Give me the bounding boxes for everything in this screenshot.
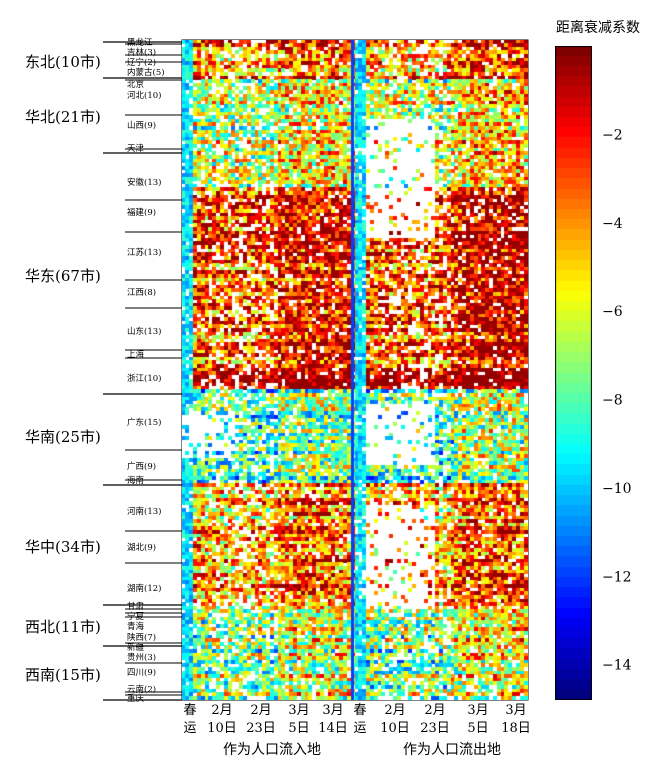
province-label: 湖南(12) — [127, 583, 161, 594]
province-separators — [125, 43, 182, 696]
province-label: 贵州(3) — [127, 652, 156, 663]
colorbar — [555, 46, 592, 700]
x-tick-label: 5日 — [288, 721, 309, 736]
region-label-dongbei: 东北(10市) — [25, 53, 101, 71]
region-label-huazhong: 华中(34市) — [25, 538, 101, 556]
x-tick-label: 3月 — [322, 703, 343, 718]
province-label: 山东(13) — [127, 326, 161, 337]
heatmap-cells — [182, 40, 528, 700]
region-label-huanan: 华南(25市) — [25, 428, 101, 446]
x-tick-label: 3月 — [467, 703, 488, 718]
region-separators — [103, 41, 182, 701]
x-panel-label-inflow: 作为人口流入地 — [223, 742, 321, 758]
province-label: 陕西(7) — [127, 632, 156, 643]
x-tick-label: 23日 — [420, 721, 450, 736]
province-label: 上海 — [127, 349, 145, 360]
x-tick-label: 2月 — [211, 703, 232, 718]
province-label: 山西(9) — [127, 120, 156, 131]
x-tick-label: 春 — [353, 703, 366, 718]
x-tick-label: 2月 — [384, 703, 405, 718]
province-label: 辽宁(2) — [127, 57, 156, 68]
x-tick-label: 10日 — [380, 721, 410, 736]
province-label: 天津 — [127, 143, 145, 154]
province-label: 湖北(9) — [127, 542, 156, 553]
x-tick-label: 2月 — [250, 703, 271, 718]
colorbar-tick-label: −12 — [602, 569, 632, 585]
province-label: 浙江(10) — [127, 373, 161, 384]
province-label: 四川(9) — [127, 667, 156, 678]
province-label: 甘肃 — [127, 601, 145, 612]
colorbar-tick-label: −8 — [602, 393, 623, 409]
colorbar-tick-label: −4 — [602, 216, 623, 232]
colorbar-tick-label: −2 — [602, 127, 623, 143]
colorbar-title: 距离衰减系数 — [556, 19, 640, 36]
province-label: 内蒙古(5) — [127, 67, 165, 78]
x-tick-labels: 春 运 2月 10日 2月 23日 3月 5日 3月 14日 春 运 2月 10… — [183, 703, 530, 736]
x-tick-label: 3月 — [288, 703, 309, 718]
province-label: 海南 — [127, 475, 144, 486]
x-tick-label: 2月 — [424, 703, 445, 718]
colorbar-ticks: −2 −4 −6 −8 −10 −12 −14 — [555, 127, 632, 674]
x-tick-label: 5日 — [467, 721, 488, 736]
province-label: 江西(8) — [127, 287, 156, 298]
province-label: 重庆 — [127, 693, 145, 704]
province-label: 广西(9) — [127, 461, 156, 472]
colorbar-tick-label: −6 — [602, 304, 623, 320]
province-label: 河北(10) — [127, 90, 161, 101]
province-label: 广东(15) — [127, 417, 161, 428]
colorbar-tick-label: −14 — [602, 658, 632, 674]
region-label-huadong: 华东(67市) — [25, 267, 101, 285]
x-tick-label: 运 — [353, 721, 366, 736]
x-tick-label: 春 — [183, 703, 196, 718]
region-label-xibei: 西北(11市) — [25, 618, 101, 636]
province-label: 云南(2) — [127, 684, 156, 695]
province-label: 青海 — [127, 621, 145, 632]
province-label: 黑龙江 — [127, 37, 153, 48]
region-label-huabei: 华北(21市) — [25, 108, 101, 126]
colorbar-tick-label: −10 — [602, 481, 632, 497]
x-tick-label: 23日 — [246, 721, 276, 736]
province-label: 新疆 — [127, 642, 145, 653]
x-tick-label: 10日 — [207, 721, 237, 736]
province-label: 江苏(13) — [127, 247, 161, 258]
province-label: 福建(9) — [127, 207, 156, 218]
province-label: 吉林(3) — [127, 47, 156, 58]
province-label: 宁夏 — [127, 611, 145, 622]
province-label: 河南(13) — [127, 506, 161, 517]
x-tick-label: 14日 — [318, 721, 348, 736]
x-panel-label-outflow: 作为人口流出地 — [403, 742, 501, 758]
x-tick-label: 18日 — [501, 721, 531, 736]
x-tick-label: 3月 — [505, 703, 526, 718]
province-label: 北京 — [127, 79, 144, 90]
region-label-xinan: 西南(15市) — [25, 666, 101, 684]
province-label: 安徽(13) — [127, 177, 161, 188]
x-tick-label: 运 — [183, 721, 196, 736]
province-labels: 黑龙江 吉林(3) 辽宁(2) 内蒙古(5) 北京 河北(10) 山西(9) 天… — [127, 37, 165, 704]
